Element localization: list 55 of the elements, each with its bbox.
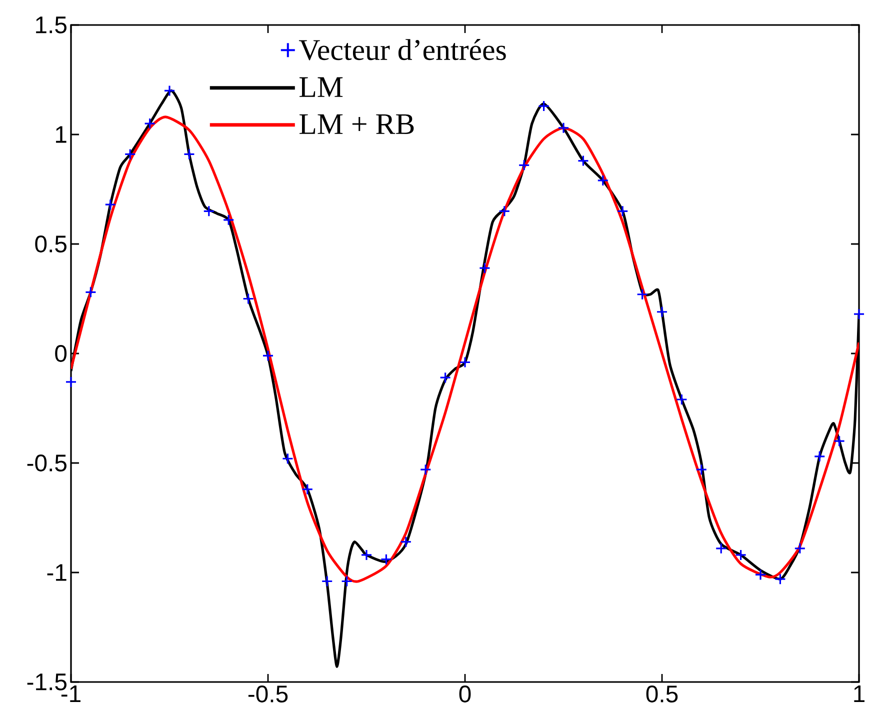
y-tick-label: -0.5 [27, 454, 66, 472]
point [794, 542, 806, 554]
line-series [71, 116, 860, 583]
point [735, 549, 747, 561]
point [222, 214, 234, 226]
legend-label: LM [300, 77, 343, 97]
x-tick-label: 0.5 [646, 686, 678, 702]
point [558, 122, 570, 134]
point [696, 464, 708, 476]
point [164, 84, 176, 96]
point [774, 573, 786, 585]
y-tick-label: 1.5 [36, 16, 66, 34]
point [636, 288, 648, 300]
point [65, 376, 77, 388]
y-tick-label: 1 [56, 126, 66, 143]
x-tick-label: -0.5 [248, 686, 288, 702]
point [676, 394, 688, 406]
point [400, 536, 412, 548]
point [203, 205, 215, 217]
point [84, 286, 96, 298]
point [754, 568, 766, 580]
point [420, 464, 432, 476]
point [302, 483, 314, 496]
point [853, 308, 865, 320]
point [242, 292, 254, 305]
point [577, 154, 590, 167]
point [341, 575, 353, 588]
point [715, 542, 727, 554]
point [616, 205, 628, 217]
point [518, 159, 530, 171]
point [656, 306, 668, 318]
point [380, 554, 392, 566]
point [144, 118, 156, 130]
point [498, 205, 510, 217]
legend-label: Vecteur d’entrées [298, 39, 506, 60]
point [282, 452, 294, 464]
point [124, 148, 136, 160]
x-tick-label: 1 [854, 686, 864, 702]
y-tick-label: -1 [47, 564, 66, 581]
point [183, 148, 196, 160]
x-tick-label: 0 [459, 686, 471, 702]
point [814, 450, 826, 462]
y-tick-label: 0.5 [35, 236, 66, 252]
point [360, 549, 372, 561]
point [597, 174, 609, 186]
y-tick-label: 0 [55, 345, 67, 362]
legend-label: LM + RB [300, 114, 414, 134]
point [459, 356, 471, 368]
point [478, 262, 491, 274]
point [440, 372, 452, 384]
point [262, 350, 274, 362]
point [321, 575, 333, 588]
point [834, 435, 846, 447]
point [104, 198, 116, 210]
point [538, 100, 550, 112]
